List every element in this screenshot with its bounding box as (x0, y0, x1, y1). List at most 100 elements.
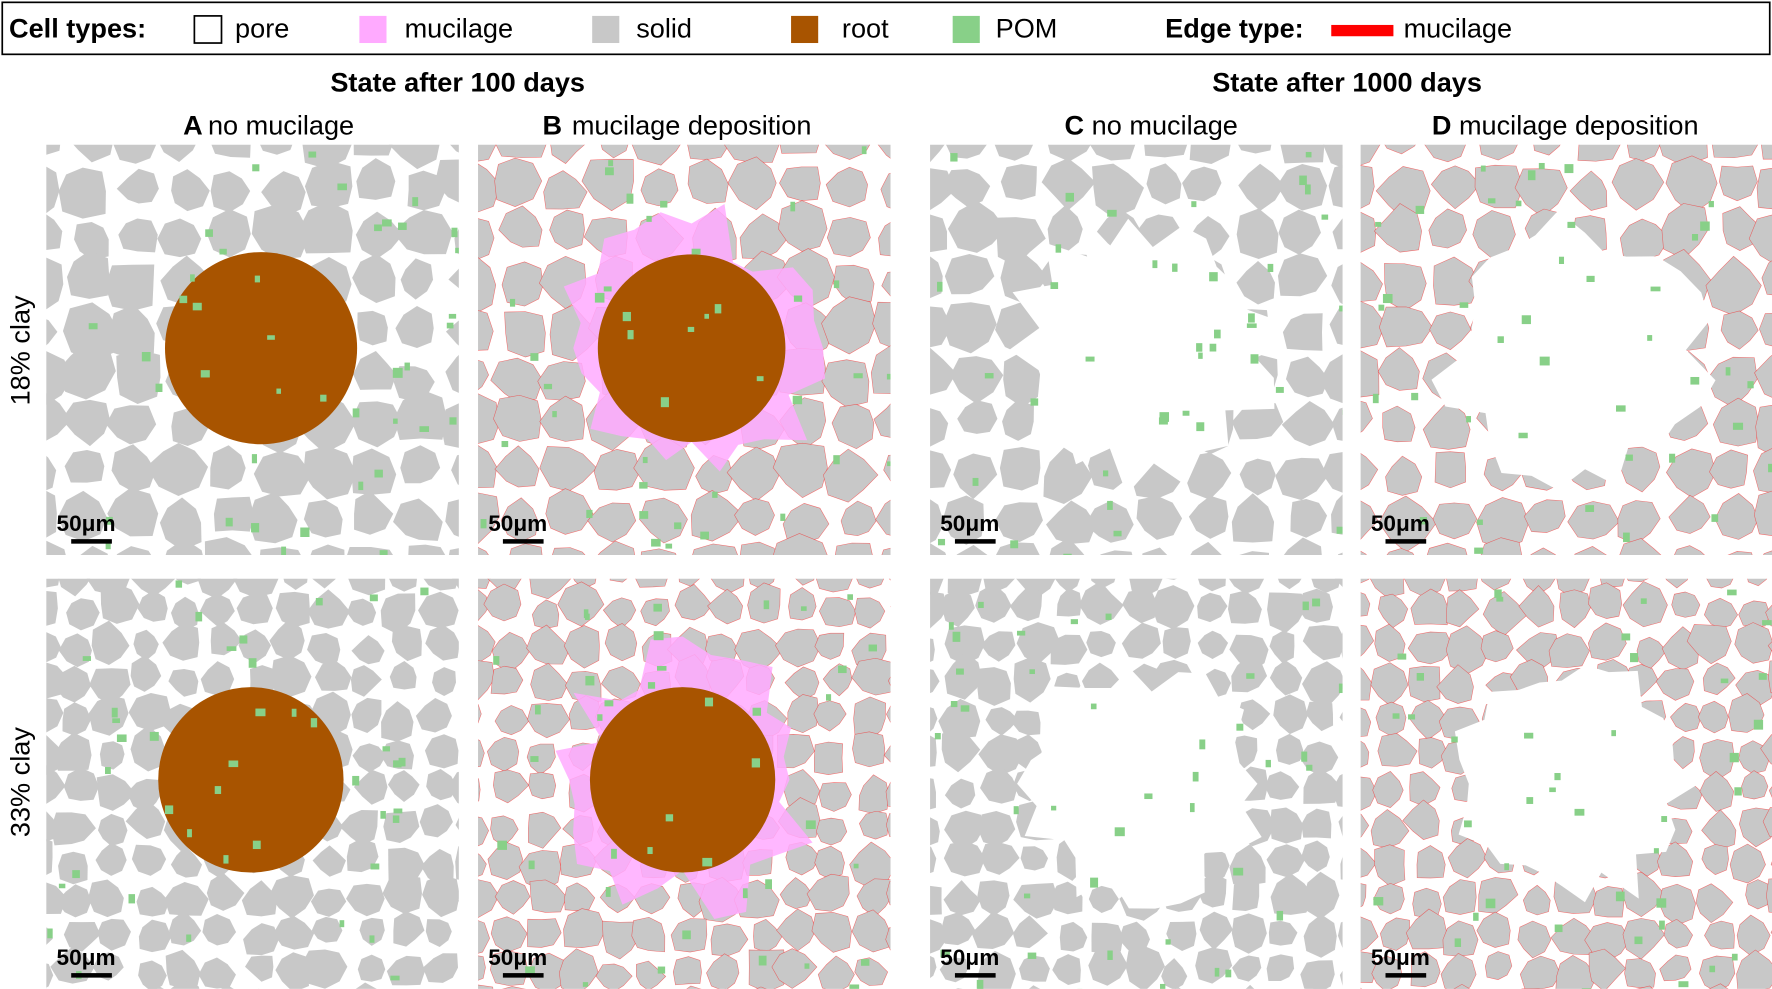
pom-speck (1339, 305, 1343, 312)
solid-grain (1670, 702, 1702, 733)
solid-grain (1331, 264, 1343, 305)
solid-grain (478, 879, 500, 918)
pom-speck (646, 215, 652, 222)
pom-speck (597, 714, 603, 721)
pom-speck (758, 955, 767, 966)
pom-speck (1678, 981, 1689, 988)
solid-grain (1197, 592, 1228, 623)
solid-grain (260, 144, 293, 155)
scale-bar (954, 539, 996, 544)
solid-grain (1436, 664, 1474, 704)
pom-speck (1375, 221, 1382, 227)
solid-grain (1360, 847, 1377, 878)
solid-grain (1303, 914, 1337, 958)
solid-grain (1719, 165, 1758, 202)
solid-grain (210, 445, 246, 490)
solid-grain (1636, 985, 1654, 989)
solid-grain (452, 578, 459, 589)
solid-grain (138, 960, 167, 989)
pom-speck (1732, 422, 1744, 430)
solid-grain (687, 158, 729, 204)
panel-title: mucilage deposition (572, 110, 812, 141)
solid-grain (206, 872, 245, 911)
solid-grain (1447, 838, 1487, 879)
pom-speck (530, 353, 539, 361)
solid-grain (856, 878, 891, 918)
solid-grain (1091, 578, 1116, 589)
solid-grain (1002, 399, 1034, 441)
legend-text: root (842, 12, 889, 43)
solid-grain (99, 741, 125, 770)
pom-speck (528, 860, 535, 870)
pom-speck (1103, 470, 1109, 477)
pom-speck (186, 934, 192, 942)
solid-grain (1360, 453, 1379, 491)
solid-grain (314, 660, 352, 691)
pom-speck (105, 516, 113, 525)
solid-grain (854, 597, 886, 629)
pom-speck (1107, 209, 1117, 217)
pom-speck (1397, 653, 1407, 660)
solid-grain (604, 623, 638, 662)
solid-grain (1485, 951, 1513, 980)
pom-speck (446, 322, 454, 329)
solid-grain (1370, 662, 1409, 707)
pom-speck (752, 707, 762, 716)
solid-grain (1377, 347, 1420, 391)
pom-speck (1558, 256, 1565, 264)
solid-grain (1174, 986, 1181, 989)
pom-speck (1085, 356, 1095, 362)
solid-grain (1373, 203, 1422, 253)
solid-grain (994, 144, 1034, 161)
pom-speck (1731, 953, 1738, 961)
state-header: State after 1000 days (1212, 67, 1482, 98)
solid-grain (389, 578, 417, 592)
solid-grain (1360, 916, 1379, 952)
solid-grain (210, 171, 251, 213)
solid-grain (478, 739, 485, 768)
pom-speck (627, 330, 634, 340)
solid-grain (400, 258, 434, 300)
pom-speck (379, 550, 388, 555)
solid-grain (1162, 627, 1191, 659)
solid-grain (1339, 711, 1343, 722)
solid-grain (1199, 911, 1233, 951)
solid-grain (1736, 914, 1771, 957)
solid-grain (91, 620, 130, 666)
solid-grain (89, 668, 131, 704)
legend-text: pore (235, 12, 289, 43)
pom-speck (1373, 897, 1384, 906)
legend-swatch (791, 15, 819, 44)
pom-speck (552, 411, 557, 418)
pom-speck (300, 527, 310, 538)
pom-speck (1159, 983, 1166, 989)
solid-grain (1600, 578, 1625, 588)
solid-grain (1323, 144, 1343, 168)
solid-grain (795, 578, 815, 586)
solid-grain (67, 250, 110, 299)
solid-grain (1480, 537, 1522, 555)
pom-speck (611, 848, 617, 859)
solid-grain (821, 296, 877, 355)
pom-speck (1476, 519, 1483, 525)
solid-grain (351, 401, 402, 448)
solid-grain (213, 496, 254, 532)
solid-grain (1569, 170, 1608, 211)
solid-grain (1384, 144, 1416, 155)
solid-grain (478, 546, 489, 555)
solid-grain (1424, 144, 1466, 163)
solid-grain (359, 917, 385, 946)
solid-grain (825, 144, 871, 160)
solid-grain (1697, 700, 1729, 734)
solid-grain (885, 927, 891, 951)
solid-grain (557, 581, 605, 627)
pom-speck (1107, 500, 1113, 510)
pom-speck (1496, 596, 1504, 602)
solid-grain (245, 955, 274, 982)
pom-speck (449, 417, 457, 425)
solid-grain (771, 948, 818, 989)
pom-speck (1209, 272, 1218, 282)
pom-speck (1114, 827, 1125, 837)
pom-speck (833, 280, 840, 289)
solid-grain (1410, 951, 1441, 988)
